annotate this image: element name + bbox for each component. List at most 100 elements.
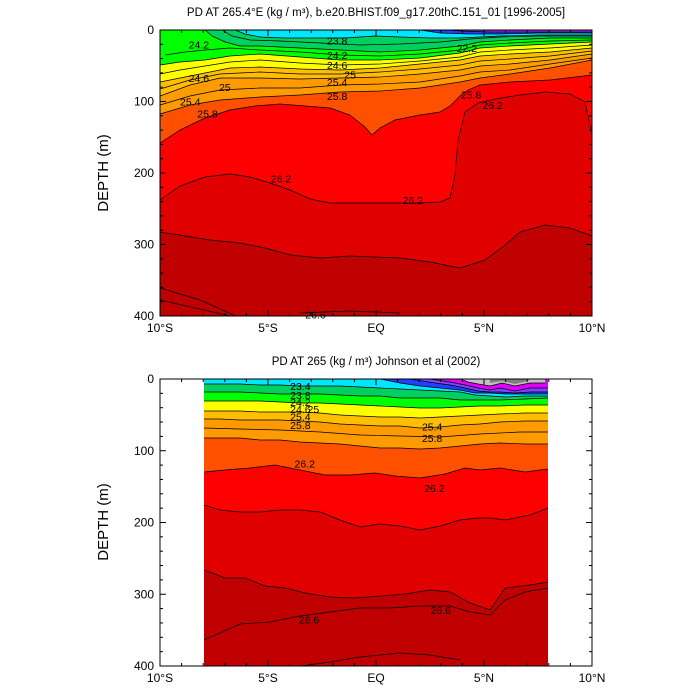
isoline-25-4 [160,53,592,97]
contour-label: 26.6 [431,605,452,617]
panel-model-ylabel: DEPTH (m) [95,134,112,212]
x-tick-label: 5°N [474,671,494,685]
isoline-24-6 [160,41,592,66]
contour-label: 24.2 [327,50,348,62]
isoline-22-2-obs [459,379,545,387]
isolines-obs [204,379,548,666]
y-tick-label: 200 [134,516,154,530]
isoline-25-8-obs [204,437,548,450]
isoline-25-8 [160,59,592,115]
panel-obs-fields [204,379,548,666]
contour-label: 25 [219,82,231,94]
y-tick-label: 0 [147,23,154,37]
contour-label: 23.8 [327,36,348,48]
y-tick-label: 300 [134,238,154,252]
x-tick-label: EQ [367,671,384,685]
isoline-22-6-obs [429,379,548,392]
isoline-23-0-obs [409,379,548,394]
y-tick-label: 0 [147,372,154,386]
isoline-26-4 [160,224,592,269]
isoline-24-0 [221,30,592,46]
x-tick-label: 5°S [258,671,277,685]
contour-label: 26.2 [295,459,316,471]
y-tick-label: 100 [134,95,154,109]
isoline-23-0 [449,30,592,33]
isoline-26-4-obs [204,569,548,611]
y-tick-label: 100 [134,444,154,458]
x-tick-label: 5°N [474,321,494,335]
isoline-24-4 [164,39,592,57]
y-tick-label: 200 [134,166,154,180]
isoline-26-2-obs [204,504,548,531]
isoline-25-2 [160,50,592,90]
isoline-26-0-obs [204,464,548,479]
x-tick-label: 10°S [147,671,173,685]
contour-label: 25.8 [327,91,348,103]
panel-obs-axes: 10°S 5°S EQ 5°N 10°N 0 100 200 300 400 [134,372,605,685]
x-tick-label: 5°S [258,321,277,335]
contour-label: 26.6 [305,310,326,322]
isoline-26-6-obs [204,587,548,641]
isoline-24-8 [160,44,592,75]
panel-obs-ylabel: DEPTH (m) [95,483,112,561]
x-tick-label: 10°N [579,321,606,335]
contour-label: 23.8 [290,390,311,402]
panel-model-contour-labels: 24.2 23.824.224.62525.425.824.62525.425.8… [180,36,503,322]
isoline-25-0 [160,47,592,83]
isolines-model [160,30,592,316]
panel-model-axes: 10°S 5°S EQ 5°N 10°N 0 100 200 300 400 [134,23,605,335]
y-tick-label: 400 [134,309,154,323]
isoline-25-6-obs [204,427,548,438]
x-tick-label: 10°N [579,671,606,685]
isoline-26-2 [160,91,592,204]
contour-label: 25 [344,69,356,81]
panel-model-title: PD AT 265.4°E (kg / m³), b.e20.BHIST.f09… [187,7,565,19]
panel-obs: PD AT 265 (kg / m³) Johnson et al (2002) [95,356,605,685]
panel-model-fields [160,30,592,316]
contour-label: 24.6 [327,60,348,72]
x-tick-label: 10°S [147,321,173,335]
isoline-23-4-obs [379,379,548,395]
isoline-25-6 [160,57,592,106]
contour-label: 26.2 [424,483,445,495]
isoline-24-2 [204,30,592,53]
isoline-25-4-obs [204,418,548,429]
contour-label: 24.2 [189,39,210,51]
contour-label: 25.8 [197,109,218,121]
contour-label: 24.6 [290,404,311,416]
contour-label: 25.8 [422,433,443,445]
contour-label: 26.2 [271,174,292,186]
contour-label: 25.4 [422,421,443,433]
isoline-23-8-obs [204,383,548,398]
isoline-23-8 [234,30,592,39]
contour-label: 25.8 [290,420,311,432]
panel-obs-title: PD AT 265 (kg / m³) Johnson et al (2002) [272,356,481,368]
isoline-24-6-obs [204,400,548,409]
contour-label: 22.2 [457,43,478,55]
contour-label: 23.4 [290,381,311,393]
isoline-26-6b [299,310,401,314]
x-tick-label: EQ [367,321,384,335]
y-tick-label: 300 [134,587,154,601]
panel-model: PD AT 265.4°E (kg / m³), b.e20.BHIST.f09… [95,7,605,335]
isoline-24-2-obs [204,391,548,401]
contour-label: 25.4 [290,411,311,423]
contour-label: 26.2 [403,195,424,207]
contour-label: 25 [308,404,320,416]
contour-label: 25.4 [327,77,348,89]
isoline-26-8-obs [299,652,461,666]
isoline-26-8 [160,299,231,316]
isoline-25-0-obs [204,410,548,419]
contour-label: 25.4 [180,97,201,109]
y-tick-label: 400 [134,659,154,673]
contour-label: 26.6 [299,614,320,626]
contour-label: 24.6 [189,73,210,85]
isoline-26-6 [160,287,298,316]
isoline-26-0 [160,74,592,144]
band-lt21-obs [490,379,530,384]
contour-label: 25.8 [461,89,482,101]
contour-label: 24.2 [290,397,311,409]
contour-label: 26.2 [482,100,503,112]
